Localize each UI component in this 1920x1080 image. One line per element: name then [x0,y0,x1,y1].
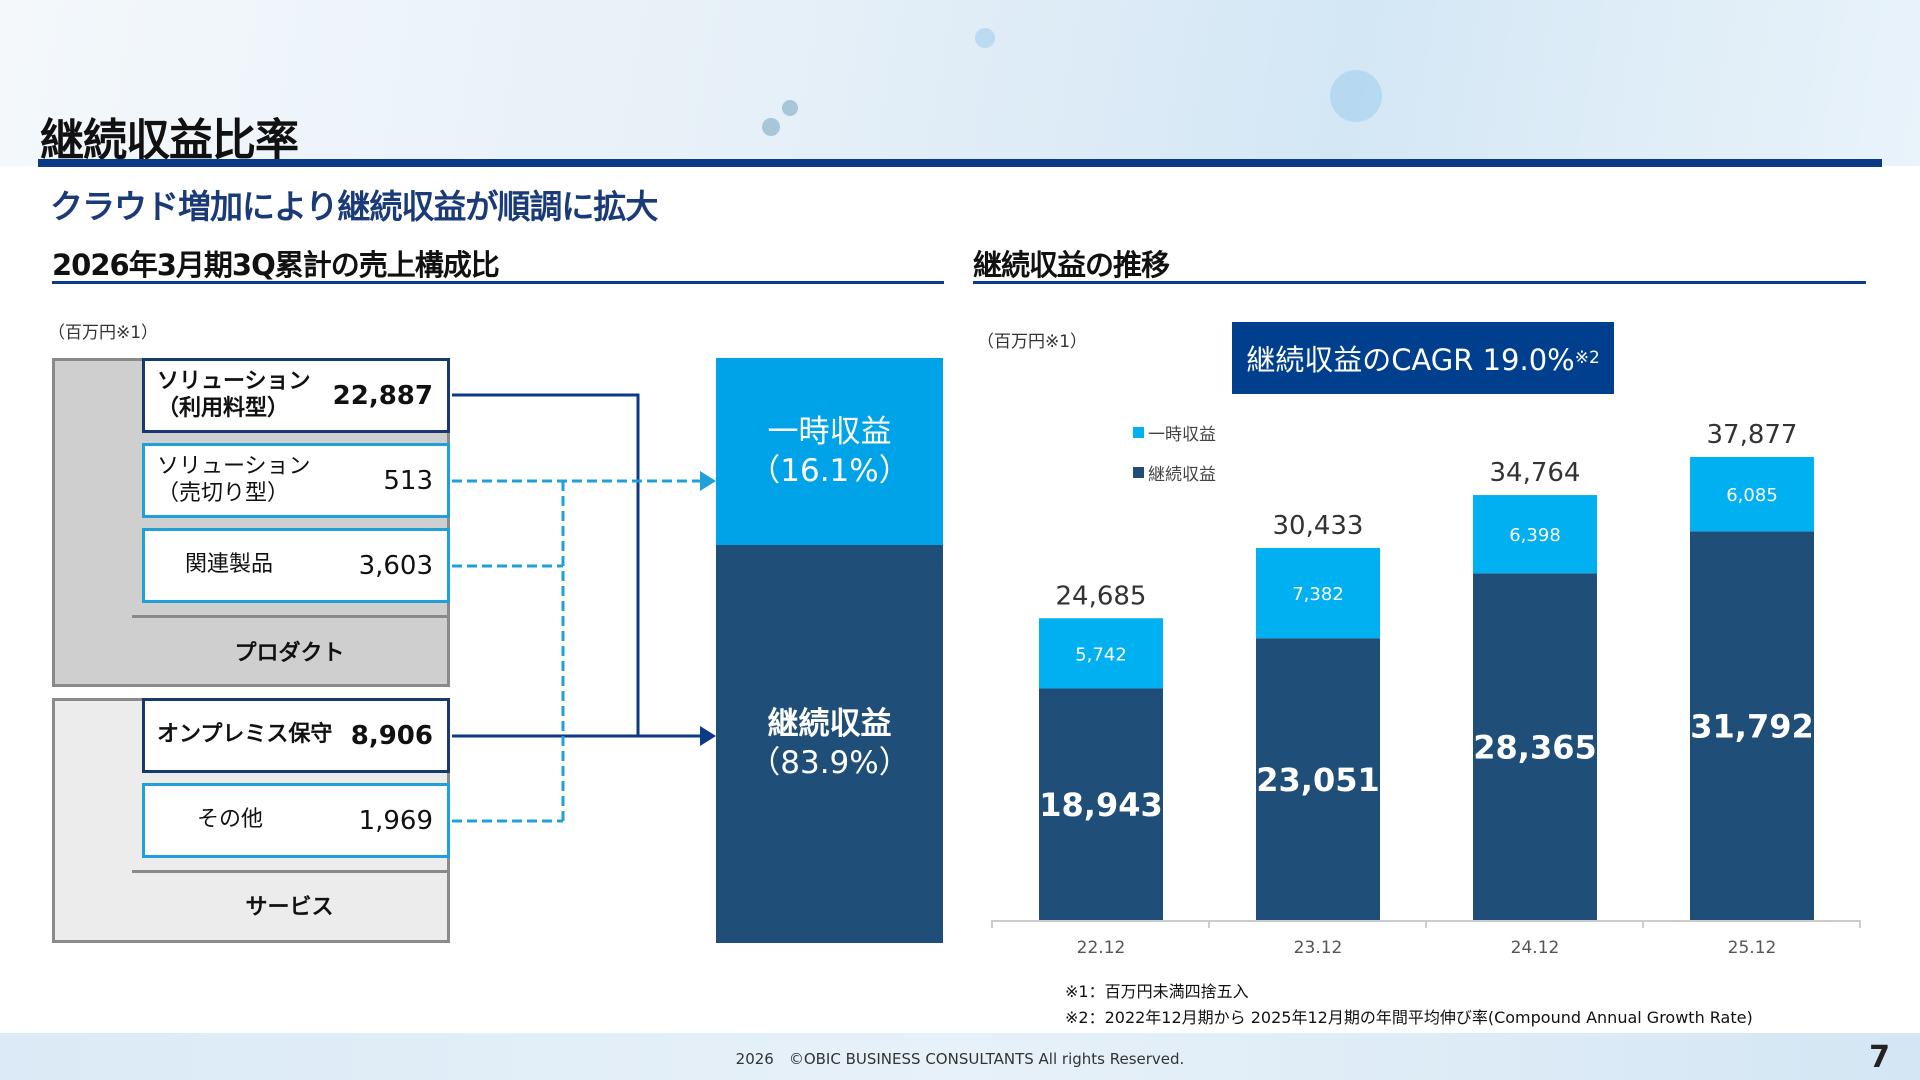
decor-circle [762,118,780,136]
item-label: 関連製品 [185,552,274,578]
label-total: 34,764 [1490,458,1581,488]
legend-swatch [1133,467,1144,478]
x-tick-label: 22.12 [1077,938,1126,958]
legend-swatch [1133,427,1144,438]
item-solution-subscription: ソリューション （利用料型） 22,887 [142,358,450,433]
item-value: 513 [383,465,433,496]
label-total: 30,433 [1273,511,1364,541]
page-title: 継続収益比率 [40,115,299,166]
right-unit-label: （百万円※1） [977,332,1088,352]
legend-label: 一時収益 [1148,425,1216,445]
item-label: その他 [197,807,264,833]
item-label: ソリューション （売切り型） [157,454,311,506]
bar-onetime [1690,457,1814,532]
dashed-connectors [452,479,702,823]
label-onetime: 6,085 [1726,485,1778,506]
label-onetime: 6,398 [1509,525,1561,546]
footnote-2: ※2：2022年12月期から 2025年12月期の年間平均伸び率(Compoun… [1065,1008,1753,1027]
item-label: ソリューション （利用料型） [157,369,311,421]
item-other: その他 1,969 [142,783,450,858]
service-label: サービス [132,870,450,943]
page-number: 7 [1869,1040,1890,1075]
label-onetime: 5,742 [1075,644,1127,665]
decor-circle [975,28,995,48]
label-total: 24,685 [1056,581,1147,611]
bar-recurring [1473,573,1597,920]
item-value: 8,906 [350,720,433,751]
x-tick-label: 24.12 [1511,938,1560,958]
label-total: 37,877 [1707,420,1798,450]
label-recurring: 18,943 [1039,786,1162,824]
copyright: 2026 ©OBIC BUSINESS CONSULTANTS All righ… [735,1050,1185,1068]
header-background [0,0,1920,166]
legend-label: 継続収益 [1148,465,1216,485]
item-value: 1,969 [358,805,433,836]
label-recurring: 28,365 [1473,729,1596,767]
left-unit-label: （百万円※1） [48,323,159,343]
footer-band [0,1033,1920,1080]
recurring-share-block: 継続収益 （83.9%） [716,545,943,943]
right-heading-divider [973,281,1866,284]
x-tick-label: 25.12 [1728,938,1777,958]
x-tick-label: 23.12 [1294,938,1343,958]
arrow-head-onetime [700,471,716,491]
bar-recurring [1690,531,1814,920]
title-divider [38,159,1882,167]
bar-onetime [1039,618,1163,689]
left-section-heading: 2026年3月期3Q累計の売上構成比 [52,248,500,282]
solid-connector [452,393,640,736]
item-value: 22,887 [332,380,433,411]
product-label: プロダクト [132,615,450,687]
label-recurring: 23,051 [1256,761,1379,799]
recurring-label: 継続収益 [767,706,892,743]
footnote-1: ※1：百万円未満四捨五入 [1065,982,1249,1001]
bar-recurring [1039,688,1163,920]
item-related-products: 関連製品 3,603 [142,528,450,603]
onetime-share-block: 一時収益 （16.1%） [716,358,943,545]
bar-onetime [1473,495,1597,574]
decor-circle [1330,70,1382,122]
item-solution-sellout: ソリューション （売切り型） 513 [142,443,450,518]
item-value: 3,603 [358,550,433,581]
onetime-pct: （16.1%） [749,452,910,489]
label-recurring: 31,792 [1690,708,1813,746]
left-heading-divider [52,281,944,284]
item-label: オンプレミス保守 [157,722,333,748]
decor-circle [782,100,798,116]
arrow-head-recurring [700,726,716,746]
cagr-note: ※2 [1574,348,1600,368]
cagr-text: 継続収益のCAGR 19.0% [1246,343,1575,377]
bar-recurring [1256,638,1380,920]
right-section-heading: 継続収益の推移 [973,248,1170,282]
onetime-label: 一時収益 [767,413,892,450]
item-onpremise-maintenance: オンプレミス保守 8,906 [142,698,450,773]
page-subtitle: クラウド増加により継続収益が順調に拡大 [50,187,658,226]
label-onetime: 7,382 [1292,584,1344,605]
legend-recurring: 継続収益 [1133,460,1216,485]
cagr-badge: 継続収益のCAGR 19.0% ※2 [1232,322,1614,394]
recurring-pct: （83.9%） [749,745,910,781]
bar-onetime [1256,547,1380,639]
legend-onetime: 一時収益 [1133,420,1216,445]
